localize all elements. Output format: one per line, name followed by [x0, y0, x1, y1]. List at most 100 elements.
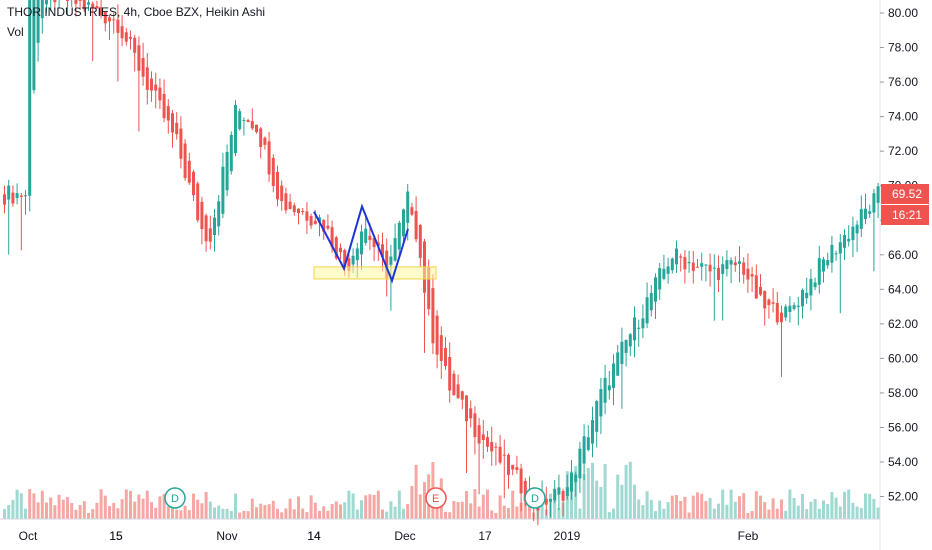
candle-body	[628, 334, 632, 347]
volume-bar	[234, 493, 237, 519]
support-zone-highlight[interactable]	[313, 266, 437, 280]
event-marker-d[interactable]	[164, 487, 186, 509]
candle-body	[666, 266, 670, 274]
candle-body	[549, 499, 552, 502]
volume-bar	[742, 493, 746, 519]
volume-bar	[721, 489, 725, 519]
candle-body	[817, 258, 821, 285]
volume-bar	[66, 497, 69, 519]
candle-body	[141, 58, 145, 77]
candle-body	[364, 228, 368, 243]
volume-bar	[838, 506, 842, 519]
volume-bar	[414, 464, 418, 519]
volume-bar	[40, 490, 44, 519]
symbol-title[interactable]: THOR INDUSTRIES, 4h, Cboe BZX, Heikin As…	[7, 5, 266, 19]
pattern-drawing[interactable]	[313, 203, 409, 284]
volume-bar	[872, 498, 876, 519]
candle-body	[679, 256, 683, 258]
volume-bar	[591, 462, 594, 519]
candle-body	[82, 0, 86, 10]
candle-body	[452, 373, 456, 395]
volume-bar	[759, 495, 762, 519]
volume-bar	[540, 493, 544, 519]
volume-bar	[276, 508, 279, 519]
volume-bar	[238, 512, 242, 519]
candle-body	[792, 305, 796, 309]
candle-body	[872, 193, 876, 213]
volume-bar	[456, 502, 460, 519]
time-tick-label: Dec	[394, 529, 415, 543]
price-tick-label: 78.00	[888, 41, 918, 55]
candle-body	[729, 260, 733, 265]
volume-bar	[771, 498, 775, 519]
volume-bar	[61, 499, 65, 519]
candle-body	[318, 217, 321, 223]
candle-body	[133, 37, 137, 53]
volume-bar	[213, 507, 216, 519]
volume-bar	[355, 509, 359, 519]
candle-body	[301, 210, 305, 212]
candle-body	[582, 436, 586, 464]
candle-body	[32, 0, 36, 91]
volume-bar	[389, 501, 393, 519]
candle-body	[721, 264, 725, 274]
event-marker-d[interactable]	[524, 487, 546, 509]
candle-body	[662, 268, 666, 279]
volume-indicator-label[interactable]: Vol	[7, 25, 24, 39]
candle-body	[742, 262, 746, 275]
price-tick-label: 56.00	[888, 420, 918, 434]
volume-bar	[662, 508, 666, 519]
chart-header: THOR INDUSTRIES, 4h, Cboe BZX, Heikin As…	[7, 4, 265, 40]
time-tick-label: Feb	[738, 529, 759, 543]
volume-bar	[435, 501, 439, 519]
volume-bar	[834, 497, 838, 519]
volume-bar	[578, 508, 582, 519]
volume-bar	[406, 504, 410, 519]
volume-bar	[309, 495, 313, 519]
volume-bar	[738, 496, 741, 519]
candle-body	[712, 267, 716, 269]
price-tick-label: 80.00	[888, 6, 918, 20]
candle-body	[309, 216, 313, 226]
candle-body	[381, 244, 384, 258]
candle-body	[355, 248, 359, 261]
volume-bar	[586, 467, 590, 519]
volume-bar	[49, 497, 53, 519]
candle-body	[204, 215, 208, 242]
volume-bar	[843, 491, 846, 519]
volume-bar	[620, 484, 624, 519]
volume-bar	[637, 499, 641, 519]
event-marker-label: D	[531, 493, 539, 505]
volume-bar	[494, 512, 498, 519]
volume-bar	[326, 510, 330, 519]
event-marker-e[interactable]	[425, 487, 447, 509]
volume-bar	[271, 500, 275, 519]
volume-bar	[263, 505, 267, 519]
candle-body	[108, 17, 111, 22]
candle-body	[11, 192, 15, 204]
volume-bar	[515, 506, 519, 519]
candle-body	[561, 491, 565, 501]
candle-body	[460, 391, 464, 400]
volume-bar	[754, 491, 758, 519]
candle-body	[166, 106, 170, 121]
candle-body	[385, 250, 389, 279]
volume-bar	[649, 499, 653, 519]
candle-body	[595, 401, 599, 432]
volume-bar	[217, 505, 221, 519]
candle-body	[368, 235, 372, 241]
volume-bar	[318, 510, 321, 519]
volume-bar	[368, 494, 372, 519]
volume-bar	[7, 505, 11, 519]
candle-body	[649, 293, 653, 311]
volume-bar	[679, 500, 683, 519]
volume-bar	[763, 502, 767, 519]
candle-body	[864, 208, 867, 220]
candle-body	[15, 193, 19, 199]
volume-bar	[192, 493, 195, 519]
volume-bar	[154, 507, 158, 519]
candle-body	[746, 268, 750, 280]
candle-body	[620, 341, 624, 365]
